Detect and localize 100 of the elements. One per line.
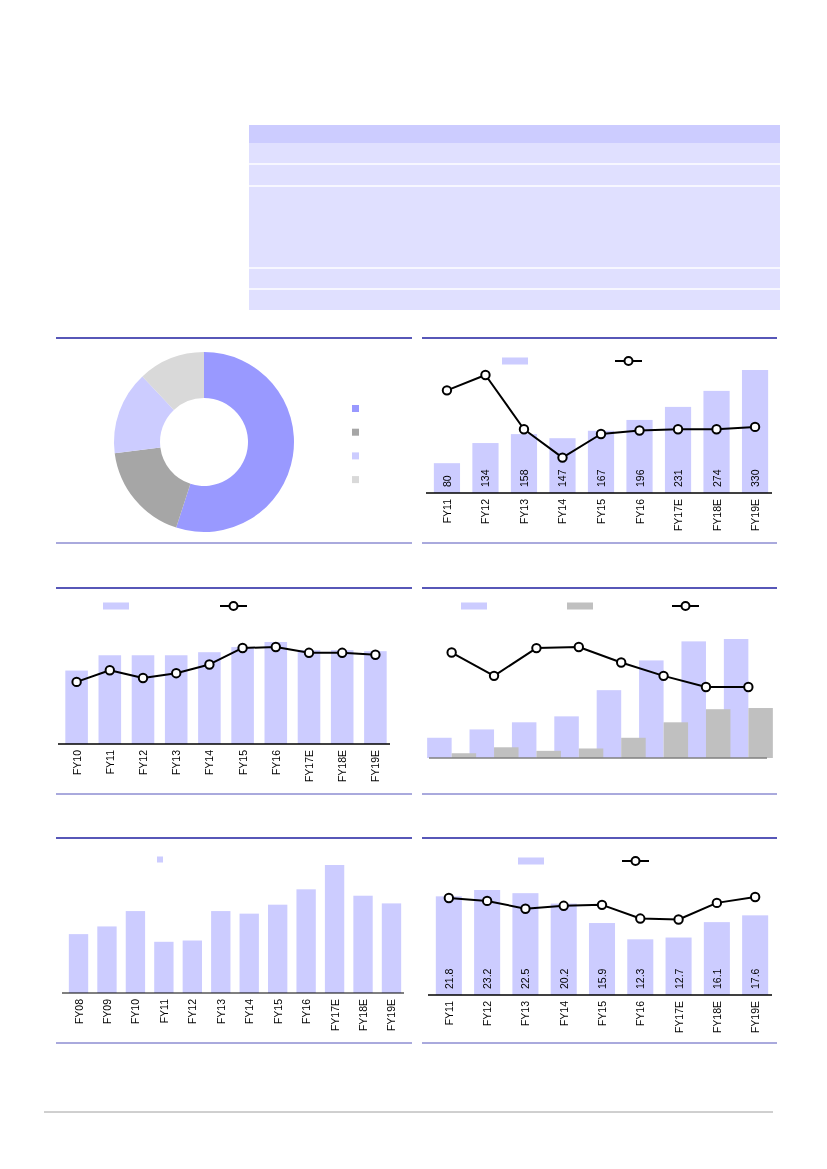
- bar: [703, 390, 730, 493]
- x-tick-label: FY13: [214, 998, 227, 1025]
- point: [711, 897, 723, 909]
- bar: [549, 438, 576, 493]
- point: [204, 659, 215, 670]
- point: [672, 424, 684, 435]
- data-label: 231: [672, 469, 685, 487]
- x-tick-label: FY11: [442, 1000, 455, 1026]
- point: [557, 452, 568, 463]
- bar: [211, 911, 231, 993]
- point: [443, 892, 455, 904]
- point: [441, 385, 453, 396]
- x-tick-label: FY16: [300, 998, 313, 1025]
- point: [749, 421, 761, 433]
- data-label: 12.3: [634, 968, 647, 989]
- data-label: 330: [749, 469, 762, 487]
- point: [171, 667, 182, 679]
- x-tick-label: FY14: [243, 998, 256, 1025]
- bar: [510, 434, 538, 493]
- point: [531, 642, 542, 654]
- data-label: 12.7: [672, 968, 685, 989]
- bar: [353, 895, 373, 993]
- bar: [469, 729, 495, 758]
- point: [480, 369, 491, 381]
- x-tick-label: FY11: [157, 998, 170, 1024]
- data-label: 22.5: [519, 968, 532, 989]
- point: [595, 428, 607, 440]
- bar: [627, 939, 654, 995]
- point: [615, 657, 627, 668]
- x-tick-label: FY12: [186, 998, 199, 1025]
- x-tick-label: FY16: [634, 1000, 647, 1027]
- data-label: 196: [633, 469, 646, 487]
- x-tick-label: FY19E: [749, 1001, 762, 1034]
- bar: [664, 406, 692, 493]
- bar: [621, 737, 646, 758]
- point: [658, 670, 669, 682]
- x-tick-label: FY19E: [369, 750, 382, 783]
- bar: [626, 419, 653, 493]
- x-tick-label: FY18E: [710, 1001, 723, 1034]
- x-tick-label: FY17E: [672, 1001, 685, 1034]
- donut-slice: [114, 376, 174, 454]
- x-tick-label: FY19E: [749, 499, 762, 532]
- bar: [494, 747, 519, 758]
- x-tick-label: FY18E: [710, 499, 723, 532]
- bar: [578, 748, 604, 758]
- bar: [131, 655, 155, 744]
- x-tick-label: FY12: [137, 749, 149, 776]
- x-tick-label: FY08: [72, 998, 85, 1025]
- bar: [703, 922, 730, 995]
- x-tick-label: FY10: [70, 749, 83, 776]
- bar: [296, 889, 316, 993]
- bar: [268, 904, 288, 993]
- point: [303, 647, 315, 659]
- bar: [742, 915, 769, 995]
- x-tick-label: FY09: [100, 998, 113, 1025]
- point: [370, 649, 381, 660]
- bar: [231, 647, 254, 744]
- x-tick-label: FY13: [517, 498, 530, 525]
- data-label: 147: [556, 469, 569, 487]
- point: [137, 672, 149, 684]
- bar: [164, 655, 188, 744]
- x-tick-label: FY14: [203, 749, 216, 776]
- bar: [65, 670, 88, 744]
- point: [634, 425, 645, 436]
- x-tick-label: FY18E: [336, 750, 349, 783]
- data-label: 20.2: [557, 968, 570, 989]
- point: [743, 681, 754, 693]
- bar: [474, 890, 501, 995]
- bar: [97, 926, 117, 993]
- x-tick-label: FY16: [269, 749, 282, 776]
- x-tick-label: FY12: [481, 1000, 494, 1027]
- point: [237, 642, 248, 654]
- data-label: 274: [710, 469, 723, 487]
- data-label: 17.6: [749, 968, 762, 989]
- bar: [665, 937, 692, 995]
- x-tick-label: FY15: [596, 1000, 608, 1027]
- point: [488, 670, 500, 682]
- bar: [554, 716, 579, 758]
- point: [573, 641, 585, 653]
- x-tick-label: FY17E: [303, 750, 315, 783]
- bar: [427, 737, 452, 758]
- x-tick-label: FY13: [170, 749, 183, 776]
- x-tick-label: FY15: [595, 498, 607, 525]
- bar: [741, 370, 769, 493]
- point: [481, 895, 493, 907]
- bar: [264, 642, 288, 744]
- data-label: 134: [479, 469, 492, 487]
- x-tick-label: FY15: [271, 998, 284, 1025]
- point: [673, 914, 684, 925]
- x-tick-label: FY14: [556, 498, 569, 525]
- point: [520, 903, 531, 914]
- data-label: 21.8: [442, 968, 455, 989]
- data-label: 158: [517, 469, 530, 487]
- point: [336, 647, 348, 659]
- bar: [435, 896, 462, 995]
- bar: [748, 708, 773, 758]
- bar: [198, 652, 221, 744]
- point: [749, 891, 761, 903]
- point: [104, 665, 116, 676]
- x-tick-label: FY18E: [357, 999, 370, 1032]
